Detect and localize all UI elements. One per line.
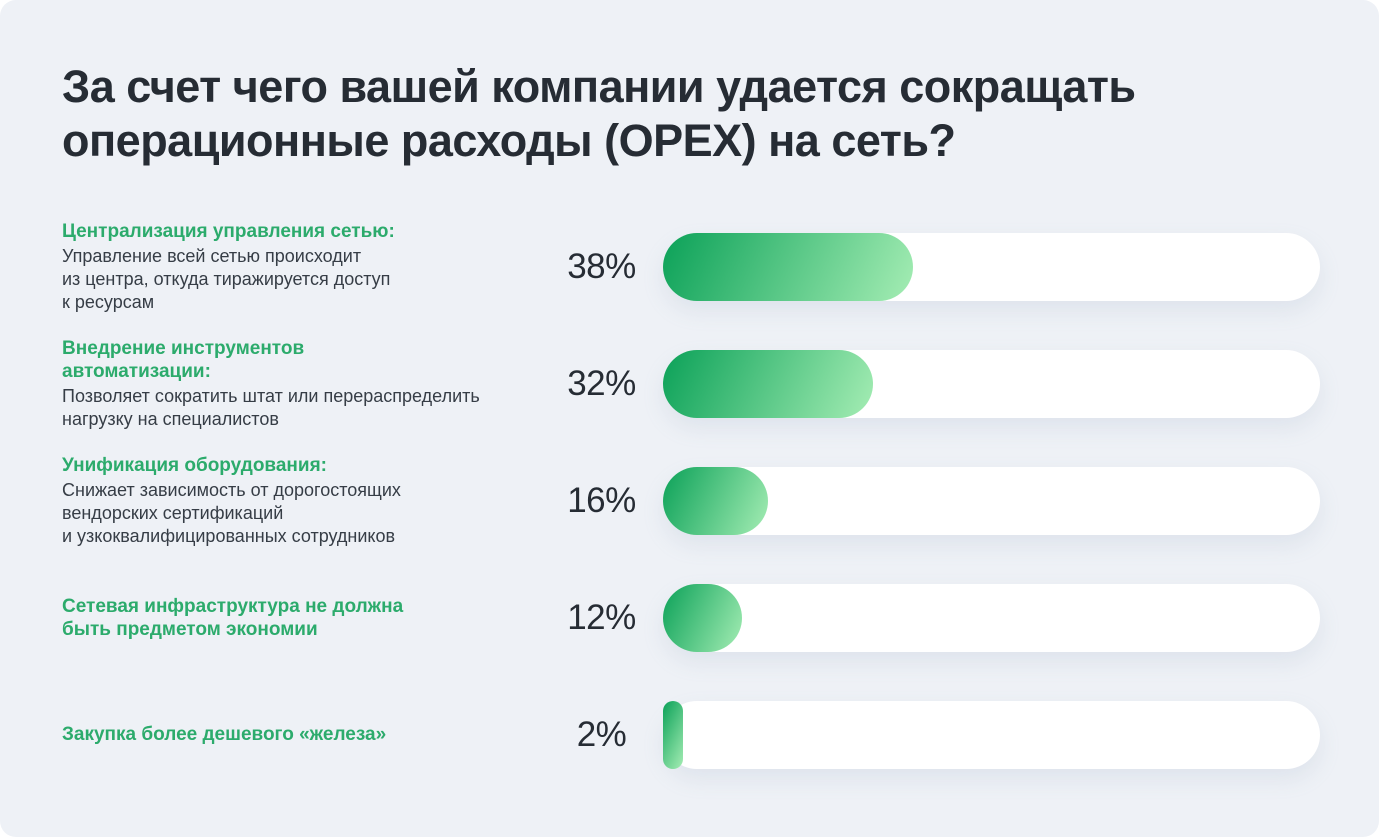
category-description: Управление всей сетью происходит из цент… bbox=[62, 245, 391, 312]
category-heading: Унификация оборудования: bbox=[62, 454, 327, 476]
value-label: 12% bbox=[567, 597, 636, 637]
value-label: 32% bbox=[567, 363, 636, 403]
value-label: 16% bbox=[567, 480, 636, 520]
bar-fill bbox=[663, 232, 913, 301]
chart-row: Унификация оборудования: Снижает зависим… bbox=[62, 442, 1320, 559]
category-description: Снижает зависимость от дорогостоящих вен… bbox=[62, 479, 401, 546]
chart-row: Внедрение инструментов автоматизации: По… bbox=[62, 325, 1320, 442]
value-label: 2% bbox=[576, 714, 627, 754]
category-label: Внедрение инструментов автоматизации: По… bbox=[62, 337, 540, 431]
bar-fill bbox=[663, 349, 874, 418]
category-label: Унификация оборудования: Снижает зависим… bbox=[62, 454, 540, 548]
category-heading: Сетевая инфраструктура не должна быть пр… bbox=[62, 595, 404, 640]
chart-row: Закупка более дешевого «железа» 2% bbox=[62, 676, 1320, 793]
category-heading: Внедрение инструментов автоматизации: bbox=[62, 337, 305, 382]
chart-row: Централизация управления сетью: Управлен… bbox=[62, 208, 1320, 325]
bar-track bbox=[663, 583, 1320, 652]
bar-fill bbox=[663, 700, 683, 769]
bar-track bbox=[663, 466, 1320, 535]
chart-title: За счет чего вашей компании удается сокр… bbox=[62, 61, 1136, 166]
category-label: Закупка более дешевого «железа» bbox=[62, 723, 540, 746]
chart-row: Сетевая инфраструктура не должна быть пр… bbox=[62, 559, 1320, 676]
category-description: Позволяет сократить штат или перераспред… bbox=[62, 385, 480, 429]
chart-rows: Централизация управления сетью: Управлен… bbox=[62, 208, 1320, 793]
bar-fill bbox=[663, 466, 769, 535]
bar-track bbox=[663, 349, 1320, 418]
value-label: 38% bbox=[567, 246, 636, 286]
category-label: Сетевая инфраструктура не должна быть пр… bbox=[62, 595, 540, 641]
category-label: Централизация управления сетью: Управлен… bbox=[62, 220, 540, 314]
bar-track bbox=[663, 232, 1320, 301]
category-heading: Закупка более дешевого «железа» bbox=[62, 724, 387, 745]
category-heading: Централизация управления сетью: bbox=[62, 220, 395, 242]
bar-track bbox=[663, 700, 1320, 769]
bar-fill bbox=[663, 583, 742, 652]
